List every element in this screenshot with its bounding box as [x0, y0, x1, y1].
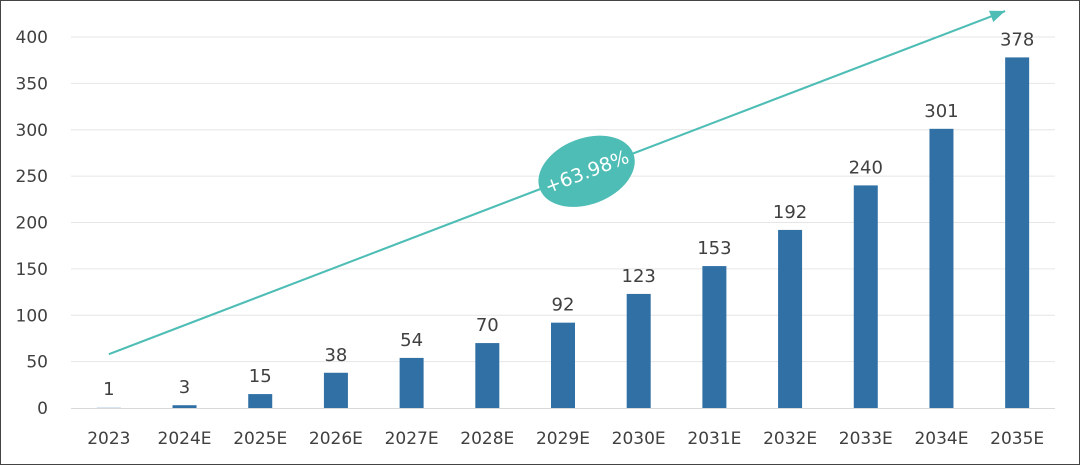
- bar-2034E: [929, 128, 954, 408]
- x-tick-2029E: 2029E: [536, 429, 590, 449]
- x-tick-2026E: 2026E: [309, 429, 363, 449]
- x-tick-2027E: 2027E: [385, 429, 439, 449]
- data-label-2027E: 54: [400, 330, 423, 351]
- y-tick-400: 400: [16, 28, 48, 48]
- x-tick-2030E: 2030E: [612, 429, 666, 449]
- bar-2023: [96, 407, 121, 408]
- x-tick-2035E: 2035E: [990, 429, 1044, 449]
- y-tick-150: 150: [16, 260, 48, 280]
- growth-arrow-head: [989, 10, 1006, 22]
- bar-2026E: [323, 372, 348, 408]
- data-label-2035E: 378: [1000, 29, 1034, 50]
- data-label-2029E: 92: [552, 295, 575, 316]
- x-axis: 2023 2024E 2025E 2026E 2027E 2028E 2029E 2030E 2…: [87, 429, 1044, 449]
- data-label-2034E: 301: [924, 101, 958, 122]
- x-tick-2024E: 2024E: [158, 429, 212, 449]
- y-axis: 0 50 100 150 200 250 300 350 400: [16, 28, 48, 419]
- bar-2033E: [853, 185, 878, 408]
- x-tick-2028E: 2028E: [460, 429, 514, 449]
- y-tick-200: 200: [16, 214, 48, 234]
- data-label-2023: 1: [103, 379, 114, 400]
- data-label-2032E: 192: [773, 202, 807, 223]
- growth-badge: +63.98%: [538, 135, 635, 207]
- x-tick-2031E: 2031E: [687, 429, 741, 449]
- x-tick-2023: 2023: [87, 429, 130, 449]
- bar-2028E: [475, 343, 500, 408]
- y-tick-50: 50: [26, 353, 48, 373]
- y-tick-250: 250: [16, 167, 48, 187]
- bar-2031E: [702, 266, 727, 408]
- y-tick-300: 300: [16, 121, 48, 141]
- bar-2025E: [248, 394, 273, 408]
- data-label-2024E: 3: [179, 377, 190, 398]
- x-tick-2025E: 2025E: [233, 429, 287, 449]
- bar-2030E: [626, 293, 651, 408]
- data-label-2031E: 153: [697, 238, 731, 259]
- data-label-2026E: 38: [324, 345, 347, 366]
- x-tick-2034E: 2034E: [914, 429, 968, 449]
- data-label-2028E: 70: [476, 315, 499, 336]
- data-label-2025E: 15: [249, 366, 272, 387]
- growth-badge-ellipse: [538, 135, 635, 207]
- bars: [96, 57, 1030, 408]
- y-tick-350: 350: [16, 74, 48, 94]
- data-label-2030E: 123: [622, 266, 656, 287]
- x-tick-2033E: 2033E: [839, 429, 893, 449]
- x-tick-2032E: 2032E: [763, 429, 817, 449]
- data-labels: 1 3 15 38 54 70 92 123 153 192 240 301 378: [103, 29, 1034, 400]
- bar-2024E: [172, 405, 197, 408]
- y-tick-100: 100: [16, 306, 48, 326]
- bar-2032E: [778, 229, 803, 408]
- y-tick-0: 0: [37, 399, 48, 419]
- bar-2029E: [551, 322, 575, 408]
- bar-2027E: [399, 357, 424, 408]
- growth-annotation: +63.98%: [108, 10, 1006, 356]
- bar-2035E: [1005, 57, 1030, 408]
- data-label-2033E: 240: [849, 157, 883, 178]
